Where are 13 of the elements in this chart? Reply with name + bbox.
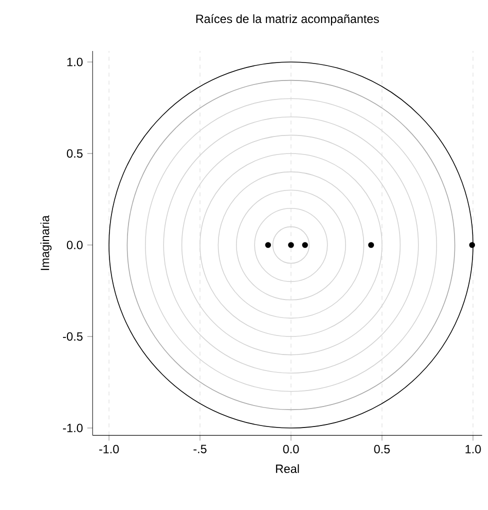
x-tick-label: 0.0	[283, 444, 299, 454]
y-tick-label: -1.0	[62, 424, 83, 432]
y-tick-label: 0.5	[66, 149, 83, 158]
x-tick-label: 1.0	[466, 444, 481, 454]
chart-title: Raíces de la matriz acompañantes	[196, 14, 379, 26]
x-axis-title: Real	[276, 464, 299, 474]
x-tick-label: -.5	[194, 444, 206, 454]
x-tick-label: 0.5	[374, 444, 390, 454]
y-tick-label: -0.5	[62, 332, 83, 341]
y-tick-label: 1.0	[67, 58, 83, 66]
y-axis-title: Imaginaria	[40, 215, 52, 270]
y-tick-label: 0.0	[66, 240, 83, 250]
x-tick-label: -1.0	[99, 444, 119, 454]
